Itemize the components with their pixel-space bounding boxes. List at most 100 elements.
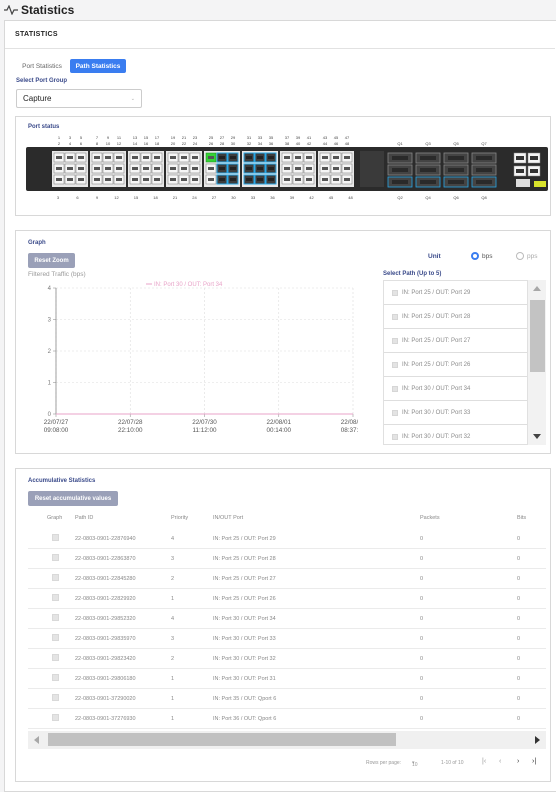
graph-checkbox[interactable]	[52, 694, 59, 701]
last-page-icon[interactable]: ›|	[532, 758, 537, 765]
unit-bps-label: bps	[482, 253, 493, 260]
checkbox[interactable]	[392, 433, 398, 440]
reset-zoom-button[interactable]: Reset Zoom	[28, 253, 75, 268]
graph-title: Graph	[28, 240, 46, 246]
bits-cell: 0	[517, 656, 521, 662]
checkbox[interactable]	[392, 361, 398, 368]
table-h-scrollbar[interactable]	[28, 731, 546, 749]
bits-cell: 0	[517, 576, 521, 582]
port-label-top: 40	[296, 141, 301, 146]
graph-checkbox[interactable]	[52, 534, 59, 541]
port-slot	[170, 167, 176, 170]
path-select-label: Select Path (Up to 5)	[383, 271, 442, 277]
scroll-thumb[interactable]	[48, 733, 396, 746]
graph-checkbox[interactable]	[52, 654, 59, 661]
next-page-icon[interactable]: ›	[517, 758, 520, 765]
bits-cell: 0	[517, 676, 521, 682]
y-tick-label: 1	[48, 381, 52, 387]
port-status-title: Port status	[28, 124, 60, 130]
table-row: 22-0803-0901-29835970 3 IN: Port 30 / OUT:…	[28, 629, 546, 649]
port-label-bottom: 15	[134, 195, 139, 200]
port-slot	[246, 178, 252, 181]
port-slot	[170, 156, 176, 159]
unit-bps-radio[interactable]	[471, 252, 479, 260]
prev-page-icon[interactable]: ‹	[499, 758, 502, 765]
path-item[interactable]: IN: Port 25 / OUT: Port 28	[384, 305, 545, 329]
graph-checkbox[interactable]	[52, 714, 59, 721]
graph-checkbox[interactable]	[52, 554, 59, 561]
port-slot	[143, 156, 149, 159]
rows-per-page-label: Rows per page:	[366, 760, 402, 766]
port-label-top: 27	[220, 135, 225, 140]
port-label-top: 46	[334, 141, 339, 146]
tab-port-statistics[interactable]: Port Statistics	[22, 63, 62, 70]
port-slot	[344, 178, 350, 181]
graph-checkbox[interactable]	[52, 614, 59, 621]
usb-port[interactable]	[516, 179, 530, 187]
checkbox[interactable]	[392, 385, 398, 392]
checkbox[interactable]	[392, 289, 398, 296]
path-item[interactable]: IN: Port 30 / OUT: Port 32	[384, 425, 545, 444]
port-slot	[333, 167, 339, 170]
rows-per-page-select[interactable]: 10 ▾	[412, 760, 418, 768]
port-slot	[257, 156, 263, 159]
page-range: 1-10 of 10	[441, 760, 464, 766]
tab-path-statistics[interactable]: Path Statistics	[70, 59, 126, 73]
path-id-cell: 22-0803-0901-22876940	[75, 536, 136, 542]
port-group-select[interactable]: Capture ⌄	[16, 89, 142, 108]
path-list-scrollbar[interactable]	[527, 280, 546, 445]
checkbox[interactable]	[392, 409, 398, 416]
port-label-top: 30	[231, 141, 236, 146]
path-item[interactable]: IN: Port 25 / OUT: Port 29	[384, 281, 545, 305]
priority-cell: 4	[171, 536, 175, 542]
inout-port-cell: IN: Port 25 / OUT: Port 27	[213, 576, 276, 582]
port-slot	[295, 156, 301, 159]
legend-label[interactable]: IN: Port 30 / OUT: Port 34	[154, 282, 223, 288]
scroll-up-icon[interactable]	[533, 286, 541, 291]
graph-checkbox[interactable]	[52, 674, 59, 681]
port-label-top: 44	[323, 141, 328, 146]
path-item[interactable]: IN: Port 25 / OUT: Port 27	[384, 329, 545, 353]
priority-cell: 2	[171, 656, 175, 662]
col-path-id: Path ID	[75, 515, 94, 521]
inout-port-cell: IN: Port 25 / OUT: Port 28	[213, 556, 276, 562]
path-item[interactable]: IN: Port 30 / OUT: Port 33	[384, 401, 545, 425]
bits-cell: 0	[517, 556, 521, 562]
unit-label: Unit	[428, 253, 441, 260]
scroll-down-icon[interactable]	[533, 434, 541, 439]
port-label-top: 41	[307, 135, 312, 140]
path-item[interactable]: IN: Port 30 / OUT: Port 34	[384, 377, 545, 401]
graph-checkbox[interactable]	[52, 574, 59, 581]
y-tick-label: 0	[48, 412, 52, 418]
inout-port-cell: IN: Port 30 / OUT: Port 31	[213, 676, 276, 682]
path-label: IN: Port 25 / OUT: Port 27	[402, 337, 471, 344]
qsfp-slot	[420, 156, 436, 160]
bits-cell: 0	[517, 596, 521, 602]
port-label-top: 42	[307, 141, 312, 146]
scroll-right-icon[interactable]	[535, 736, 540, 744]
graph-checkbox[interactable]	[52, 634, 59, 641]
status-led	[534, 181, 546, 187]
bits-cell: 0	[517, 536, 521, 542]
chevron-down-icon: ⌄	[130, 96, 135, 102]
port-label-top: 14	[133, 141, 138, 146]
checkbox[interactable]	[392, 337, 398, 344]
unit-pps-radio[interactable]	[516, 252, 524, 260]
port-label-bottom: 30	[231, 195, 236, 200]
checkbox[interactable]	[392, 313, 398, 320]
graph-checkbox[interactable]	[52, 594, 59, 601]
port-slot	[154, 178, 160, 181]
qsfp-slot	[392, 180, 408, 184]
first-page-icon[interactable]: |‹	[482, 758, 487, 765]
port-label-top: 18	[155, 141, 160, 146]
col-graph: Graph	[47, 515, 63, 521]
mgmt-slot	[530, 169, 538, 173]
path-item[interactable]: IN: Port 25 / OUT: Port 26	[384, 353, 545, 377]
port-slot	[230, 167, 236, 170]
scroll-thumb[interactable]	[530, 300, 545, 372]
scroll-left-icon[interactable]	[34, 736, 39, 744]
mgmt-slot	[530, 156, 538, 160]
path-id-cell: 22-0803-0901-29823420	[75, 656, 136, 662]
reset-accumulative-button[interactable]: Reset accumulative values	[28, 491, 118, 506]
